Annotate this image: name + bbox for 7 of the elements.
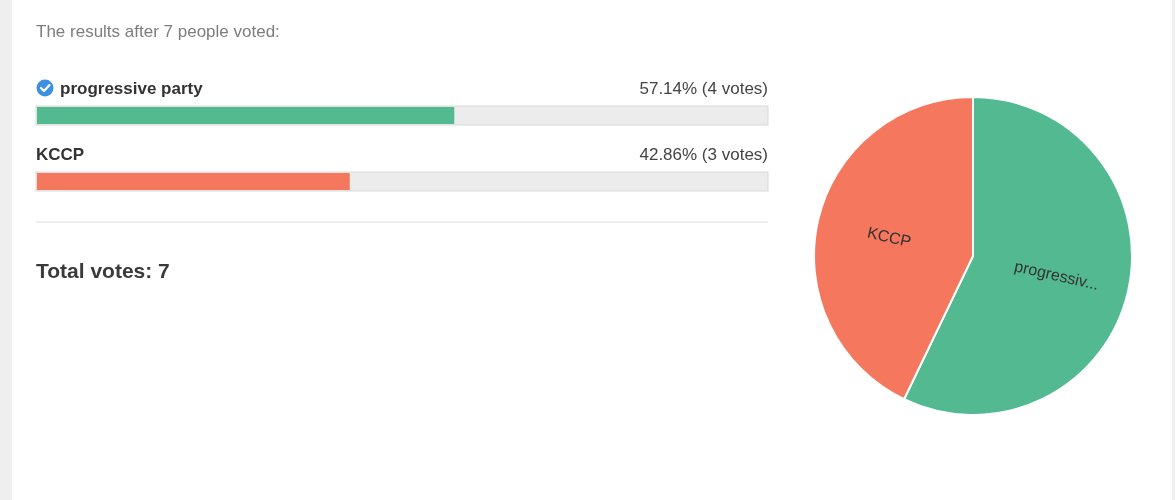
chart-title: The results after 7 people voted: xyxy=(36,22,280,41)
text: Total votes: 7 xyxy=(36,259,170,282)
y-tick-label: progressive party xyxy=(60,79,204,98)
slice-label: KCCP xyxy=(865,223,913,251)
data-label: 42.86% (3 votes) xyxy=(639,145,768,164)
data-label: 57.14% (4 votes) xyxy=(639,79,768,98)
slice-label: progressiv... xyxy=(1012,257,1101,293)
